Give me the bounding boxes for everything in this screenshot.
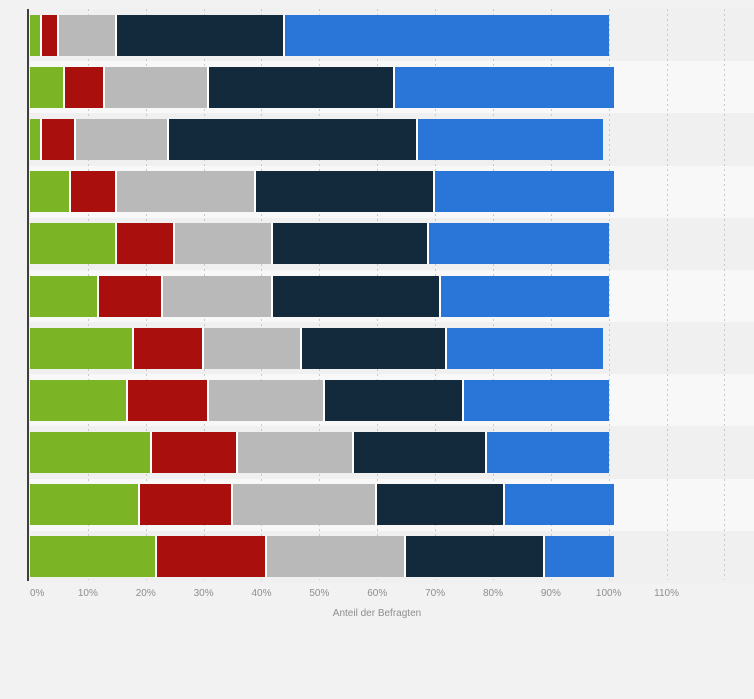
bar-segment-dark-red <box>157 536 268 578</box>
bar-segment-green <box>30 327 135 369</box>
bar-segment-dark-navy <box>273 223 430 265</box>
bar-segment-green <box>30 484 140 526</box>
bar-segment-green <box>30 275 100 317</box>
bar-segment-dark-red <box>41 118 77 160</box>
bar-segment-dark-red <box>64 66 106 108</box>
bar-row <box>30 118 603 160</box>
x-tick-label: 30% <box>193 588 214 599</box>
x-tick-label: 80% <box>482 588 503 599</box>
bar-segment-blue <box>429 223 609 265</box>
x-axis-title: Anteil der Befragten <box>332 608 422 619</box>
bar-segment-gray <box>203 327 302 369</box>
bar-segment-blue <box>446 327 603 369</box>
bar-segment-blue <box>464 379 609 421</box>
bar-segment-blue <box>394 66 615 108</box>
bar-segment-blue <box>504 484 615 526</box>
gridline <box>666 9 668 580</box>
bar-row <box>30 484 615 526</box>
x-tick-label: 10% <box>77 588 98 599</box>
bar-segment-dark-navy <box>377 484 505 526</box>
bar-segment-gray <box>58 14 117 56</box>
bar-segment-dark-navy <box>273 275 441 317</box>
bar-segment-blue <box>440 275 609 317</box>
bar-segment-gray <box>105 66 210 108</box>
bar-segment-green <box>30 223 117 265</box>
bar-row <box>30 379 609 421</box>
bar-segment-blue <box>487 432 609 474</box>
bar-segment-green <box>30 66 65 108</box>
bar-segment-dark-red <box>41 14 59 56</box>
x-tick-label: 20% <box>135 588 156 599</box>
bar-segment-gray <box>209 379 326 421</box>
x-tick-label: 0% <box>30 588 45 599</box>
bar-segment-dark-navy <box>354 432 488 474</box>
x-tick-label: 90% <box>540 588 561 599</box>
x-tick-label: 70% <box>425 588 446 599</box>
bar-segment-green <box>30 171 71 213</box>
bar-segment-green <box>30 432 152 474</box>
x-tick-label: 100% <box>595 588 622 599</box>
bar-row <box>30 432 609 474</box>
bar-segment-dark-red <box>116 223 175 265</box>
bar-segment-dark-red <box>99 275 164 317</box>
bar-row <box>30 327 603 369</box>
bar-segment-dark-navy <box>209 66 395 108</box>
bar-segment-dark-red <box>151 432 239 474</box>
bar-segment-gray <box>267 536 407 578</box>
bar-segment-blue <box>435 171 615 213</box>
bar-row <box>30 536 615 578</box>
bar-segment-blue <box>417 118 603 160</box>
bar-segment-dark-navy <box>301 327 447 369</box>
gridline <box>608 9 610 580</box>
bar-segment-gray <box>232 484 378 526</box>
bar-segment-gray <box>116 171 256 213</box>
bar-segment-dark-red <box>139 484 233 526</box>
bar-row <box>30 223 609 265</box>
bar-segment-dark-navy <box>116 14 285 56</box>
x-axis-tick-labels: 0% 10% 20% 30% 40% 50% 60% 70% 80% 90% 100% 110% <box>30 588 754 602</box>
bar-segment-green <box>30 14 42 56</box>
bar-segment-dark-red <box>128 379 210 421</box>
bar-segment-dark-red <box>70 171 117 213</box>
x-tick-label: 40% <box>251 588 272 599</box>
y-axis-line <box>27 9 29 581</box>
bar-row <box>30 171 615 213</box>
bar-row <box>30 66 615 108</box>
bar-segment-green <box>30 118 42 160</box>
bar-segment-dark-navy <box>255 171 436 213</box>
bar-segment-blue <box>545 536 615 578</box>
bar-segment-green <box>30 379 129 421</box>
bar-segment-gray <box>76 118 169 160</box>
bar-segment-dark-red <box>134 327 204 369</box>
bar-segment-dark-navy <box>168 118 418 160</box>
gridline <box>724 9 726 580</box>
plot-area <box>30 9 754 583</box>
bar-segment-green <box>30 536 158 578</box>
bar-segment-dark-navy <box>406 536 545 578</box>
bar-row <box>30 14 609 56</box>
bar-segment-gray <box>238 432 355 474</box>
bar-segment-blue <box>284 14 609 56</box>
x-tick-label: 50% <box>309 588 330 599</box>
bar-segment-dark-navy <box>325 379 464 421</box>
x-tick-label: 110% <box>654 588 679 599</box>
bar-segment-gray <box>174 223 274 265</box>
bar-row <box>30 275 609 317</box>
bar-segment-gray <box>163 275 274 317</box>
x-tick-label: 60% <box>367 588 388 599</box>
